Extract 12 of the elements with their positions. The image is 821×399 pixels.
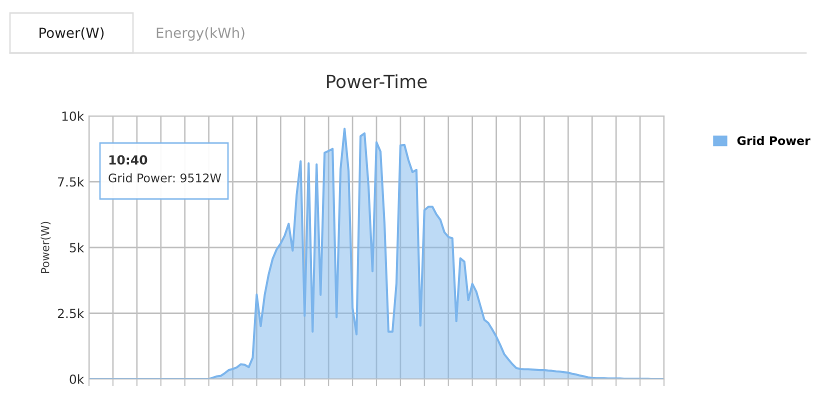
y-tick-label: 2.5k: [58, 308, 84, 318]
annotation: 10:40: [109, 155, 148, 165]
y-tick-label: 0k: [70, 374, 84, 384]
y-tick-label: 10k: [62, 111, 84, 121]
legend-label: Grid Power: [737, 136, 810, 146]
chart-title: Power-Time: [327, 74, 427, 88]
y-axis-title: Power(W): [40, 222, 51, 274]
text: Power(W): [40, 27, 104, 40]
annotation: Grid Power: 9512W: [108, 173, 222, 182]
y-tick-label: 5k: [70, 242, 84, 252]
text: Energy(kWh): [156, 27, 244, 41]
y-tick-label: 7.5k: [58, 177, 84, 187]
